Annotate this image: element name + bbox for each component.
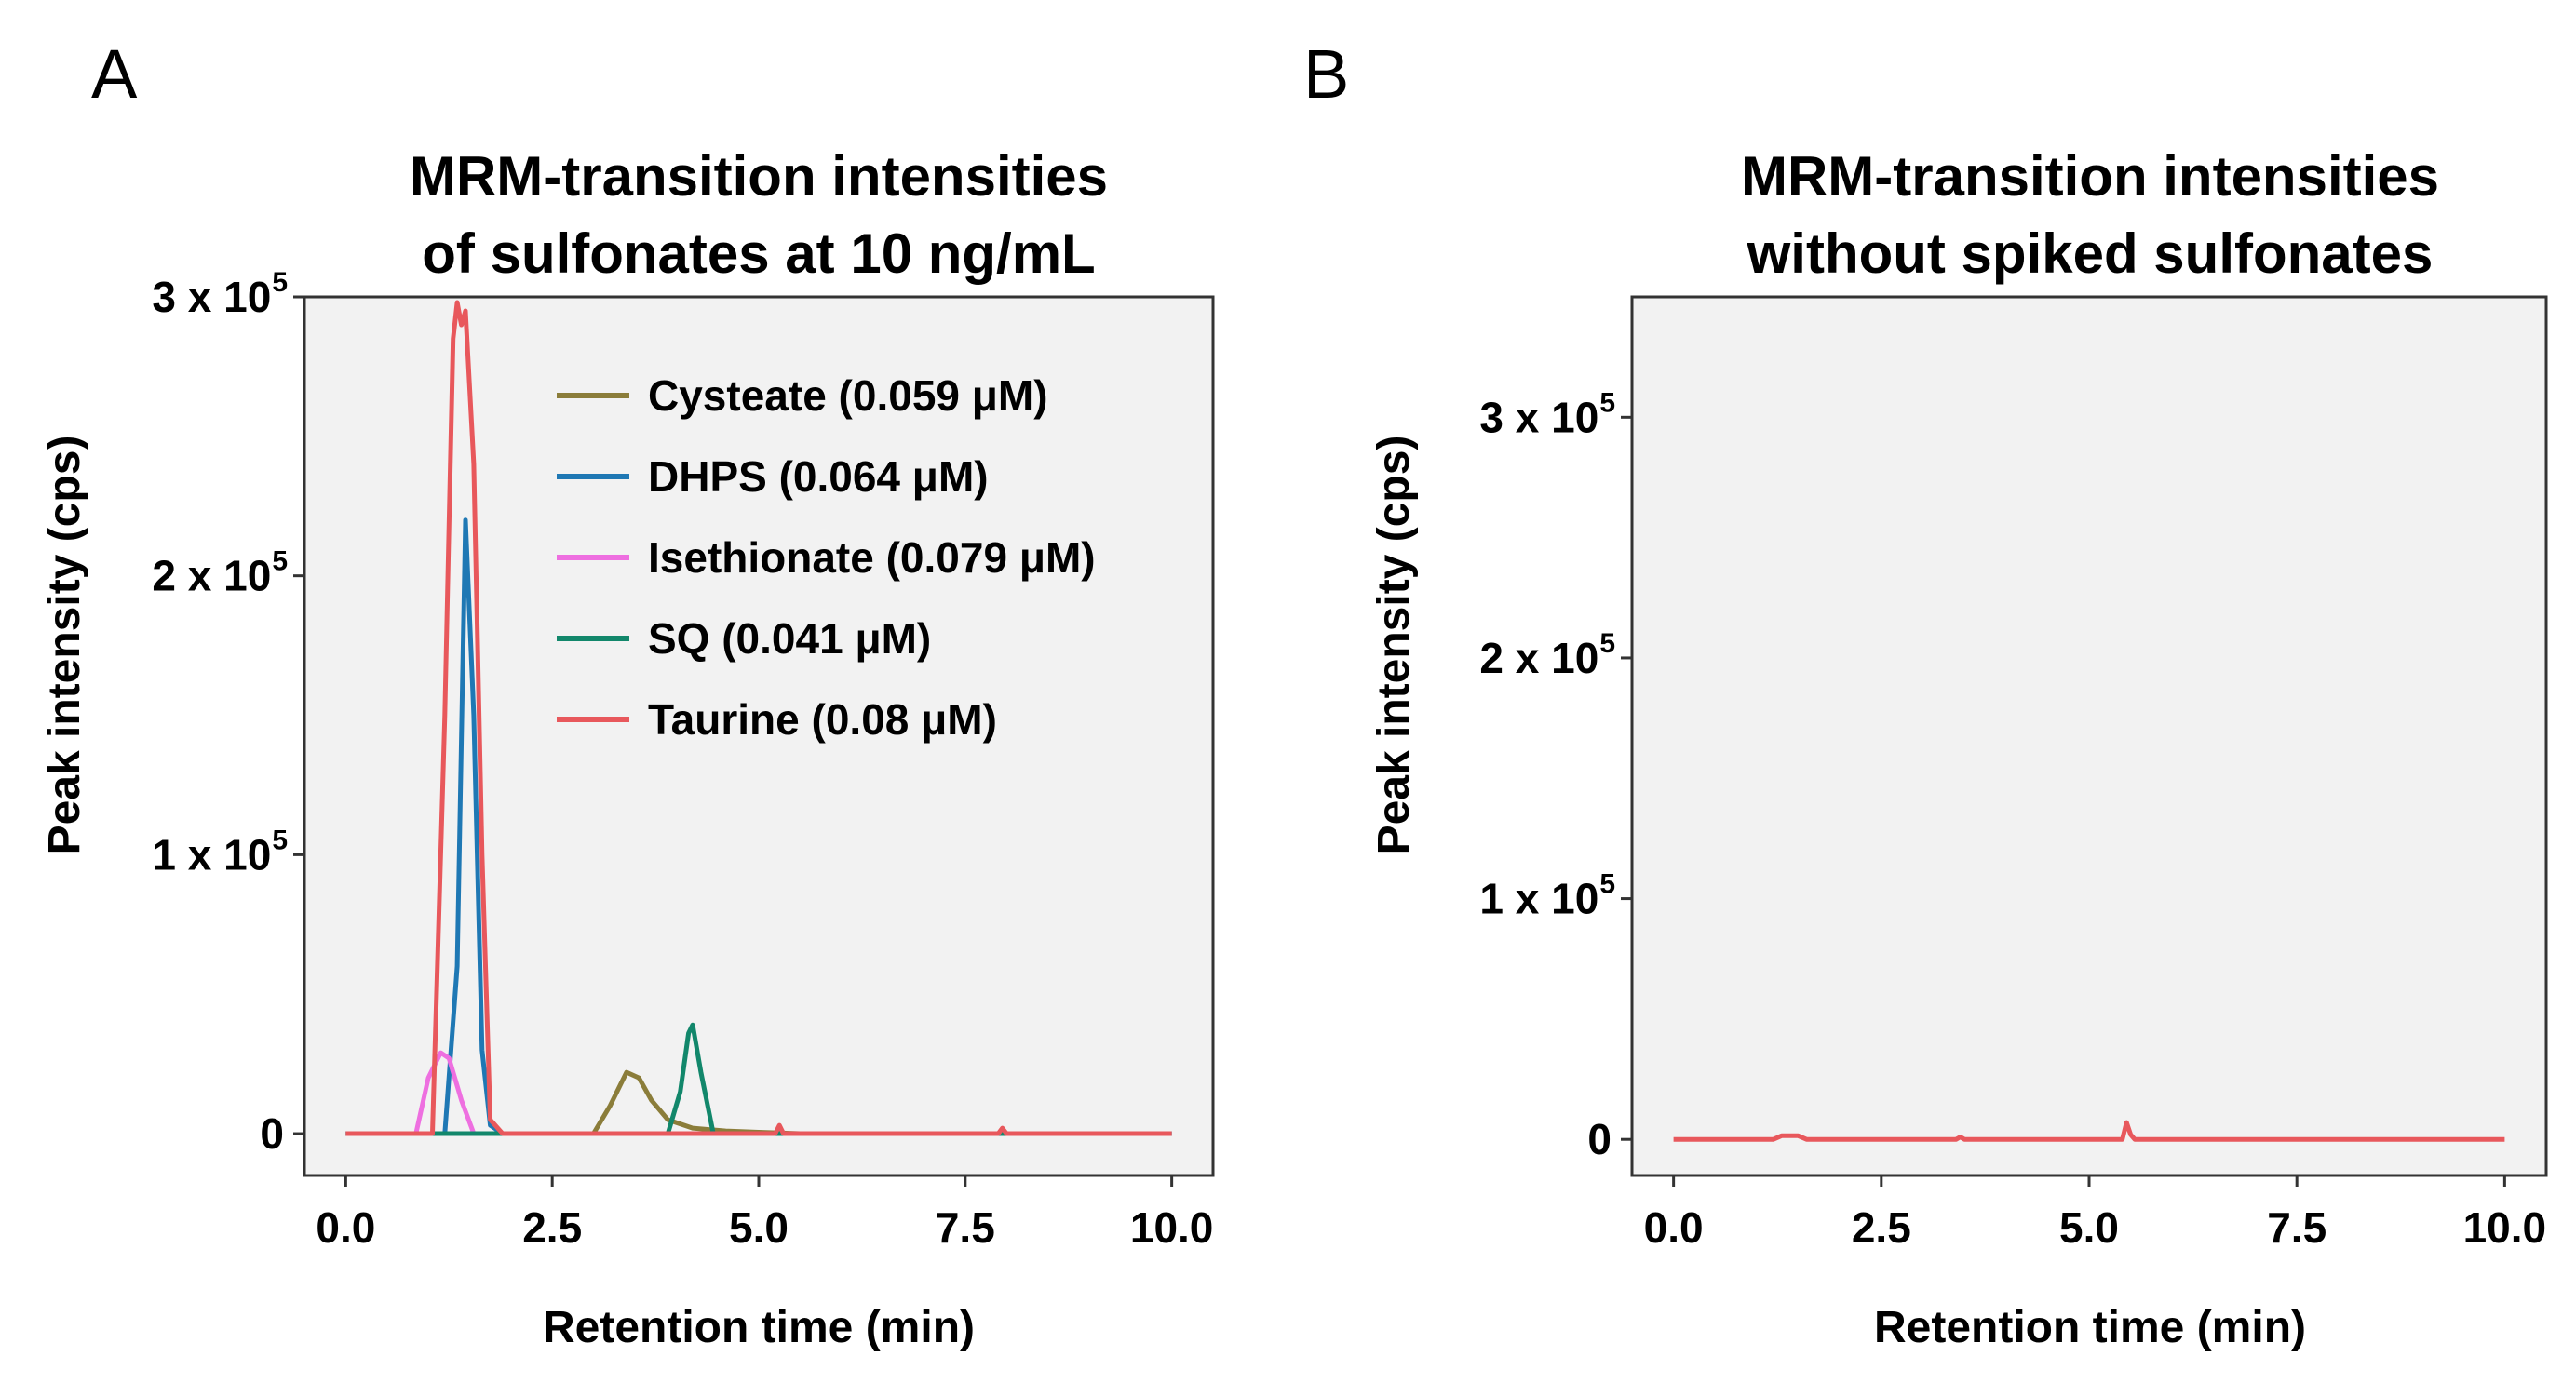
panel-b-y-tick-exponent: 5	[1599, 628, 1615, 659]
panel-b-y-tick-label: 1 x 10	[1479, 875, 1598, 923]
panel-a-x-tick-label: 2.5	[522, 1203, 582, 1252]
legend-label-taurine: Taurine (0.08 μM)	[648, 695, 997, 744]
panel-b-x-tick-label: 2.5	[1852, 1203, 1911, 1252]
legend-label-isethionate: Isethionate (0.079 μM)	[648, 533, 1096, 582]
panel-b-y-tick-exponent: 5	[1599, 869, 1615, 900]
panel-a-x-tick-label: 10.0	[1130, 1203, 1214, 1252]
panel-a-plot-area	[303, 295, 1215, 1177]
panel-a-y-tick-exponent: 5	[272, 825, 288, 855]
panel-b-y-tick-label: 0	[1587, 1115, 1612, 1163]
panel-a: A MRM-transition intensities of sulfonat…	[40, 35, 1215, 1352]
panel-a-y-tick-label: 1 x 10	[152, 830, 271, 879]
panel-b-series-taurine	[1673, 1120, 2505, 1142]
panel-a-x-tick-label: 0.0	[316, 1203, 375, 1252]
legend-label-cysteate: Cysteate (0.059 μM)	[648, 371, 1048, 420]
panel-a-series-taurine	[345, 300, 1172, 1136]
panel-b-series-group	[1673, 1120, 2505, 1142]
panel-b-letter: B	[1303, 35, 1349, 113]
panel-a-letter: A	[91, 35, 138, 113]
panel-b-x-tick-label: 10.0	[2463, 1203, 2547, 1252]
panel-b-x-tick-label: 0.0	[1644, 1203, 1704, 1252]
panel-a-y-tick-label: 0	[260, 1109, 284, 1158]
panel-a-series-sq	[345, 1022, 1172, 1136]
panel-a-title-line-2: of sulfonates at 10 ng/mL	[422, 222, 1095, 285]
panel-b: B MRM-transition intensities without spi…	[1303, 35, 2548, 1352]
panel-a-axes: 0.0 2.5 5.0 7.5 10.001 x 10 52 x 10 53 x 10 5	[152, 267, 1213, 1252]
panel-b-x-tick-label: 5.0	[2059, 1203, 2119, 1252]
legend-label-dhps: DHPS (0.064 μM)	[648, 452, 989, 501]
panel-b-y-tick-label: 2 x 10	[1479, 634, 1598, 682]
panel-b-y-axis-label: Peak intensity (cps)	[1369, 436, 1419, 855]
panel-a-y-tick-label: 2 x 10	[152, 552, 271, 600]
panel-a-x-tick-label: 7.5	[936, 1203, 995, 1252]
panel-a-y-axis-label: Peak intensity (cps)	[40, 436, 89, 855]
panel-a-x-axis-label: Retention time (min)	[543, 1303, 975, 1352]
panel-a-y-tick-label: 3 x 10	[152, 273, 271, 321]
panel-a-x-tick-label: 5.0	[729, 1203, 789, 1252]
panel-b-title-line-1: MRM-transition intensities	[1741, 145, 2439, 208]
legend-label-sq: SQ (0.041 μM)	[648, 614, 931, 663]
panel-a-legend: Cysteate (0.059 μM) DHPS (0.064 μM) Isethi…	[557, 371, 1096, 744]
panel-b-plot-area	[1630, 295, 2548, 1177]
panel-b-y-tick-exponent: 5	[1599, 387, 1615, 418]
panel-a-y-tick-exponent: 5	[272, 546, 288, 577]
panel-b-x-axis-label: Retention time (min)	[1874, 1303, 2306, 1352]
panel-b-title-line-2: without spiked sulfonates	[1747, 222, 2434, 285]
panel-a-series-group	[345, 300, 1172, 1136]
panel-a-y-tick-exponent: 5	[272, 267, 288, 298]
panel-b-x-tick-label: 7.5	[2267, 1203, 2326, 1252]
panel-a-title-line-1: MRM-transition intensities	[410, 145, 1108, 208]
panel-b-y-tick-label: 3 x 10	[1479, 393, 1598, 441]
panel-b-axes: 0.0 2.5 5.0 7.5 10.001 x 10 52 x 10 53 x 10 5	[1479, 387, 2546, 1252]
panel-a-series-isethionate	[345, 1050, 1172, 1136]
